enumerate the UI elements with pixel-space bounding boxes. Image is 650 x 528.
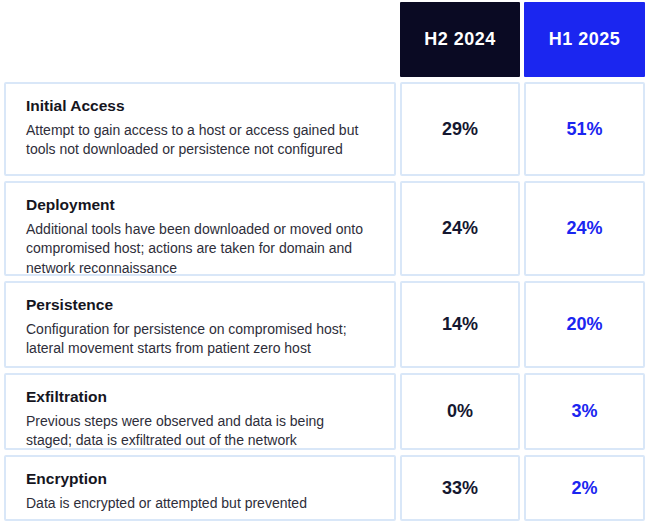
value-initial-access-h1-2025: 51% [524, 82, 645, 176]
stage-description: Additional tools have been downloaded or… [26, 220, 368, 278]
value-deployment-h1-2025: 24% [524, 181, 645, 276]
stage-title: Deployment [26, 196, 368, 214]
table-row-persistence: Persistence Configuration for persistenc… [4, 281, 396, 368]
stage-comparison-table: H2 2024 H1 2025 Initial Access Attempt t… [0, 0, 650, 528]
header-empty-spacer [4, 2, 396, 77]
value-exfiltration-h2-2024: 0% [400, 373, 520, 450]
table-row-encryption: Encryption Data is encrypted or attempte… [4, 455, 396, 521]
stage-description: Previous steps were observed and data is… [26, 412, 368, 451]
value-persistence-h2-2024: 14% [400, 281, 520, 368]
stage-title: Initial Access [26, 97, 368, 115]
value-deployment-h2-2024: 24% [400, 181, 520, 276]
column-header-h1-2025: H1 2025 [524, 2, 645, 77]
value-encryption-h2-2024: 33% [400, 455, 520, 521]
stage-description: Attempt to gain access to a host or acce… [26, 121, 368, 160]
column-header-h2-2024: H2 2024 [400, 2, 520, 77]
table-row-exfiltration: Exfiltration Previous steps were observe… [4, 373, 396, 450]
stage-description: Configuration for persistence on comprom… [26, 320, 368, 359]
stage-title: Persistence [26, 296, 368, 314]
value-persistence-h1-2025: 20% [524, 281, 645, 368]
stage-title: Exfiltration [26, 388, 368, 406]
value-exfiltration-h1-2025: 3% [524, 373, 645, 450]
table-row-deployment: Deployment Additional tools have been do… [4, 181, 396, 276]
table-grid: H2 2024 H1 2025 Initial Access Attempt t… [0, 0, 650, 521]
value-encryption-h1-2025: 2% [524, 455, 645, 521]
value-initial-access-h2-2024: 29% [400, 82, 520, 176]
stage-description: Data is encrypted or attempted but preve… [26, 494, 368, 513]
stage-title: Encryption [26, 470, 368, 488]
table-row-initial-access: Initial Access Attempt to gain access to… [4, 82, 396, 176]
